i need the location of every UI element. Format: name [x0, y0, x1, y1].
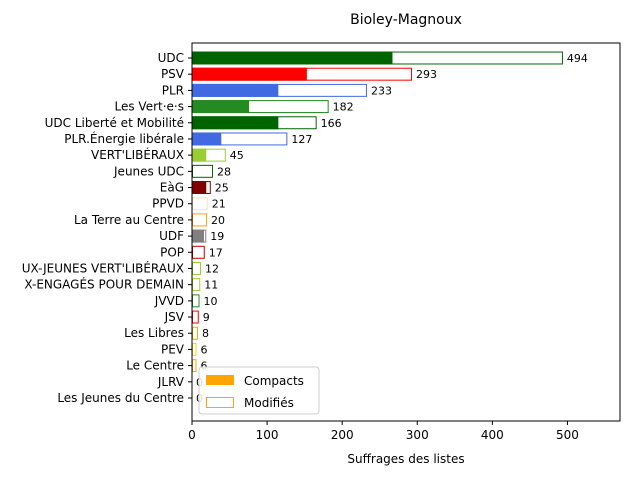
bar-value-label: 12 [205, 262, 219, 275]
bar-total [192, 326, 199, 340]
bar-value-label: 20 [211, 214, 225, 227]
legend-swatch-compacts [206, 375, 234, 385]
bar-value-label: 10 [204, 295, 218, 308]
bar-value-label: 127 [291, 133, 312, 146]
y-tick-label: JLRV [157, 375, 185, 389]
x-tick-label: 300 [406, 428, 429, 442]
bar-value-label: 6 [201, 343, 208, 356]
bar-compact [192, 100, 250, 114]
bar-value-label: 17 [209, 246, 223, 259]
bar-value-label: 233 [371, 84, 392, 97]
y-tick-label: PSV [161, 67, 185, 81]
bar-value-label: 19 [210, 230, 224, 243]
plot-frame [191, 42, 621, 422]
x-tick-label: 0 [188, 428, 196, 442]
bar-total [192, 197, 208, 211]
bar-value-label: 45 [230, 149, 244, 162]
x-axis-label: Suffrages des listes [347, 452, 464, 466]
value-labels-group: 494 293 233 182 166 127 45 28 25 21 20 19 17 12 11 10 9 8… [196, 52, 588, 405]
legend-swatch-modifies [206, 397, 234, 408]
bar-value-label: 6 [201, 360, 208, 373]
bar-value-label: 25 [215, 182, 229, 195]
bar-compact [192, 181, 207, 194]
bar-total [192, 342, 197, 356]
bar-value-label: 293 [416, 68, 437, 81]
y-tick-label: La Terre au Centre [74, 213, 184, 227]
bar-value-label: 21 [212, 198, 226, 211]
y-tick-labels-group: UDC PSV PLR Les Vert·e·s UDC Liberté et Mobi… [22, 51, 192, 405]
bar-total [192, 359, 197, 373]
x-tick-label: 100 [256, 428, 279, 442]
bar-value-label: 28 [217, 165, 231, 178]
bar-total [192, 278, 201, 292]
bar-value-label: 494 [567, 52, 588, 65]
bar-compact [192, 67, 307, 81]
bar-value-label: 166 [321, 117, 342, 130]
y-tick-label: UX-JEUNES VERT'LIBÉRAUX [22, 260, 184, 275]
y-tick-label: JSV [164, 310, 185, 324]
bar-compact [192, 116, 279, 130]
bar-total [192, 213, 208, 227]
y-tick-label: UDF [159, 229, 184, 243]
y-tick-label: EàG [160, 181, 184, 195]
y-tick-label: X-ENGAGÉS POUR DEMAIN [24, 277, 184, 292]
bar-total [192, 310, 199, 324]
y-tick-label: Les Jeunes du Centre [57, 391, 184, 405]
legend-label-compacts: Compacts [244, 374, 304, 388]
y-tick-label: PLR.Énergie libérale [64, 131, 184, 146]
y-tick-label: UDC [158, 51, 184, 65]
y-tick-label: Les Libres [124, 326, 184, 340]
bar-compact [192, 132, 222, 146]
bar-total [192, 262, 202, 275]
bar-value-label: 9 [203, 311, 210, 324]
bar-total [192, 164, 214, 178]
y-tick-label: Jeunes UDC [113, 164, 184, 178]
legend-label-modifies: Modifiés [244, 396, 294, 410]
bar-compact [192, 83, 279, 97]
y-tick-label: Les Vert·e·s [115, 100, 185, 114]
y-tick-label: PEV [161, 342, 185, 356]
y-tick-label: PLR [162, 83, 184, 97]
bar-value-label: 8 [202, 327, 209, 340]
chart-title: Bioley-Magnoux [350, 12, 462, 28]
bar-value-label: 182 [333, 101, 354, 114]
bar-compact [192, 51, 393, 65]
y-tick-label: PPVD [152, 197, 184, 211]
bar-total [192, 245, 205, 259]
x-tick-label: 200 [331, 428, 354, 442]
bar-compact [192, 229, 205, 243]
y-tick-label: UDC Liberté et Mobilité [45, 116, 184, 130]
bar-total [192, 294, 200, 308]
y-tick-label: JVVD [154, 294, 184, 308]
legend: Compacts Modifiés [198, 366, 320, 415]
x-ticks-group: 0 100 200 300 400 500 [188, 421, 579, 442]
x-tick-label: 400 [481, 428, 504, 442]
bar-compact [192, 148, 207, 162]
y-tick-label: VERT'LIBÉRAUX [91, 147, 184, 162]
x-tick-label: 500 [556, 428, 579, 442]
bar-value-label: 11 [204, 279, 218, 292]
y-tick-label: POP [160, 245, 184, 259]
bars-group [192, 51, 563, 373]
y-tick-label: Le Centre [126, 359, 184, 373]
